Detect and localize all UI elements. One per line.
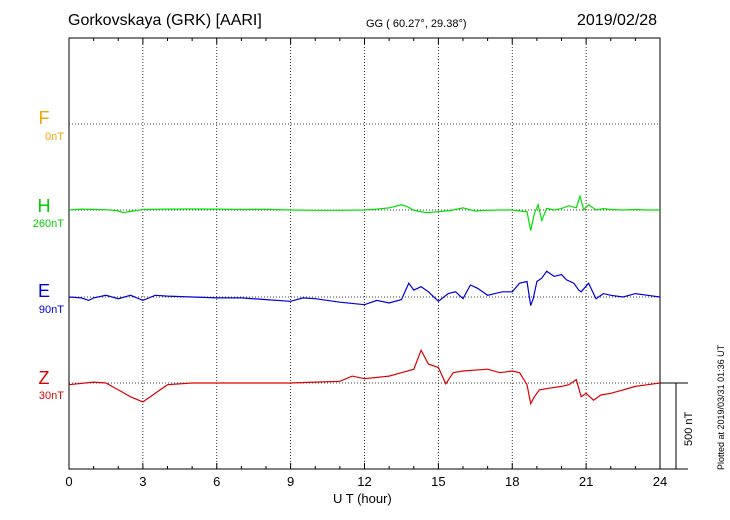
x-tick-label: 3 xyxy=(139,474,147,489)
component-f-baseline: 0nT xyxy=(45,131,64,143)
x-tick-label: 18 xyxy=(505,474,520,489)
series-group xyxy=(68,194,661,406)
series-line-h xyxy=(68,194,660,231)
chart-date: 2019/02/28 xyxy=(577,12,658,29)
scale-bar xyxy=(660,382,688,470)
component-h-label: H xyxy=(37,196,51,216)
component-z-label: Z xyxy=(38,368,50,388)
plotted-timestamp: Plotted at 2019/03/31 01:36 UT xyxy=(716,344,726,470)
x-tick-label: 6 xyxy=(213,474,221,489)
axis-ticks xyxy=(68,38,661,469)
component-e-label: E xyxy=(37,281,50,301)
x-tick-label: 0 xyxy=(65,474,73,489)
series-line-e xyxy=(68,270,661,306)
scale-bar-label: 500 nT xyxy=(683,411,695,446)
station-title: Gorkovskaya (GRK) [AARI] xyxy=(68,12,262,29)
x-tick-label: 21 xyxy=(578,474,594,489)
component-e-baseline: 90nT xyxy=(38,304,64,316)
series-line-z xyxy=(68,348,661,406)
x-axis-label: U T (hour) xyxy=(333,491,392,506)
component-h-baseline: 260nT xyxy=(32,218,64,230)
grid-lines xyxy=(69,38,660,469)
component-z-baseline: 30nT xyxy=(38,390,64,402)
x-tick-label: 9 xyxy=(287,474,295,489)
x-tick-label: 15 xyxy=(431,474,446,489)
x-tick-label: 24 xyxy=(652,474,668,489)
station-coords: GG ( 60.27°, 29.38°) xyxy=(366,18,467,30)
x-tick-label: 12 xyxy=(357,474,372,489)
component-f-label: F xyxy=(38,108,50,128)
